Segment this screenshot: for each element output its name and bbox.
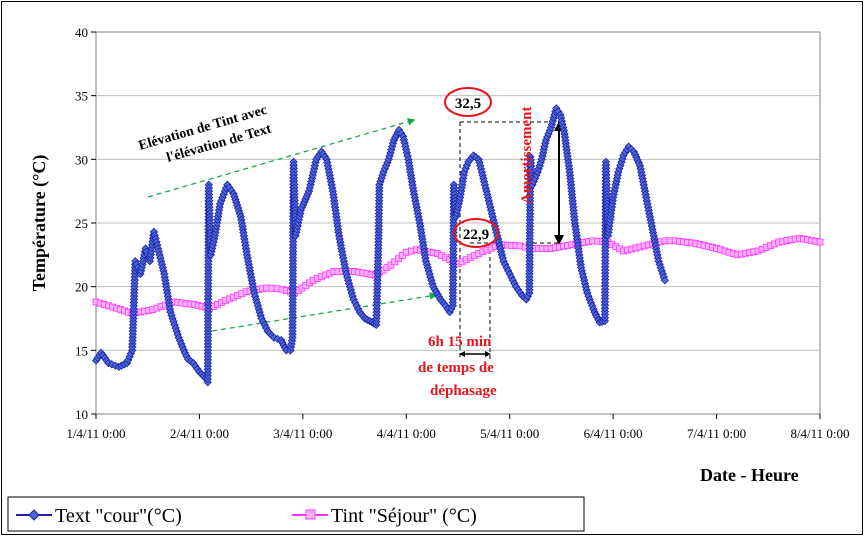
y-tick-label: 25: [75, 216, 88, 231]
legend: Text "cour"(°C) Tint "Séjour" (°C): [7, 496, 585, 532]
y-tick-label: 30: [75, 152, 88, 167]
tint-point: [816, 238, 824, 246]
x-tick-label: 6/4/11 0:00: [584, 426, 643, 441]
x-tick-label: 2/4/11 0:00: [170, 426, 229, 441]
rise-arrow-bottom: [211, 292, 438, 332]
annotation-guides: [147, 117, 564, 360]
x-axis-ticks: 1/4/11 0:00 2/4/11 0:00 3/4/11 0:00 4/4/11 …: [66, 414, 850, 441]
y-axis-ticks: 10 15 20 25 30 35 40: [75, 25, 96, 422]
x-tick-label: 1/4/11 0:00: [66, 426, 125, 441]
legend-label-text: Text "cour"(°C): [55, 505, 182, 527]
y-tick-label: 10: [75, 407, 88, 422]
y-tick-label: 40: [75, 25, 88, 40]
y-tick-label: 35: [75, 89, 88, 104]
rise-arrow-top: [147, 117, 416, 198]
x-tick-label: 4/4/11 0:00: [377, 426, 436, 441]
peak-value-circle: [444, 87, 492, 117]
y-tick-label: 20: [75, 280, 88, 295]
x-axis-title: Date - Heure: [700, 465, 799, 485]
low-value-circle: [453, 218, 499, 248]
y-axis-title: Température (°C): [29, 155, 50, 292]
x-tick-label: 5/4/11 0:00: [480, 426, 539, 441]
x-tick-label: 8/4/11 0:00: [790, 426, 849, 441]
legend-marker-tint: [305, 509, 316, 520]
phase-shift-line3: déphasage: [430, 383, 497, 399]
gridlines: [96, 95, 820, 351]
legend-label-tint: Tint "Séjour" (°C): [331, 505, 477, 527]
low-value-label: 22,9: [463, 227, 489, 243]
x-tick-label: 7/4/11 0:00: [687, 426, 746, 441]
phase-shift-line2: de temps de: [418, 360, 494, 376]
phase-shift-line1: 6h 15 min: [428, 334, 492, 350]
series-text-cour: [91, 104, 670, 387]
amortissement-label: Amortissement: [519, 107, 535, 204]
text-point: [660, 276, 670, 285]
x-tick-label: 3/4/11 0:00: [273, 426, 332, 441]
legend-marker-text: [28, 509, 40, 521]
y-tick-label: 15: [75, 343, 88, 358]
peak-value-label: 32,5: [455, 96, 481, 112]
